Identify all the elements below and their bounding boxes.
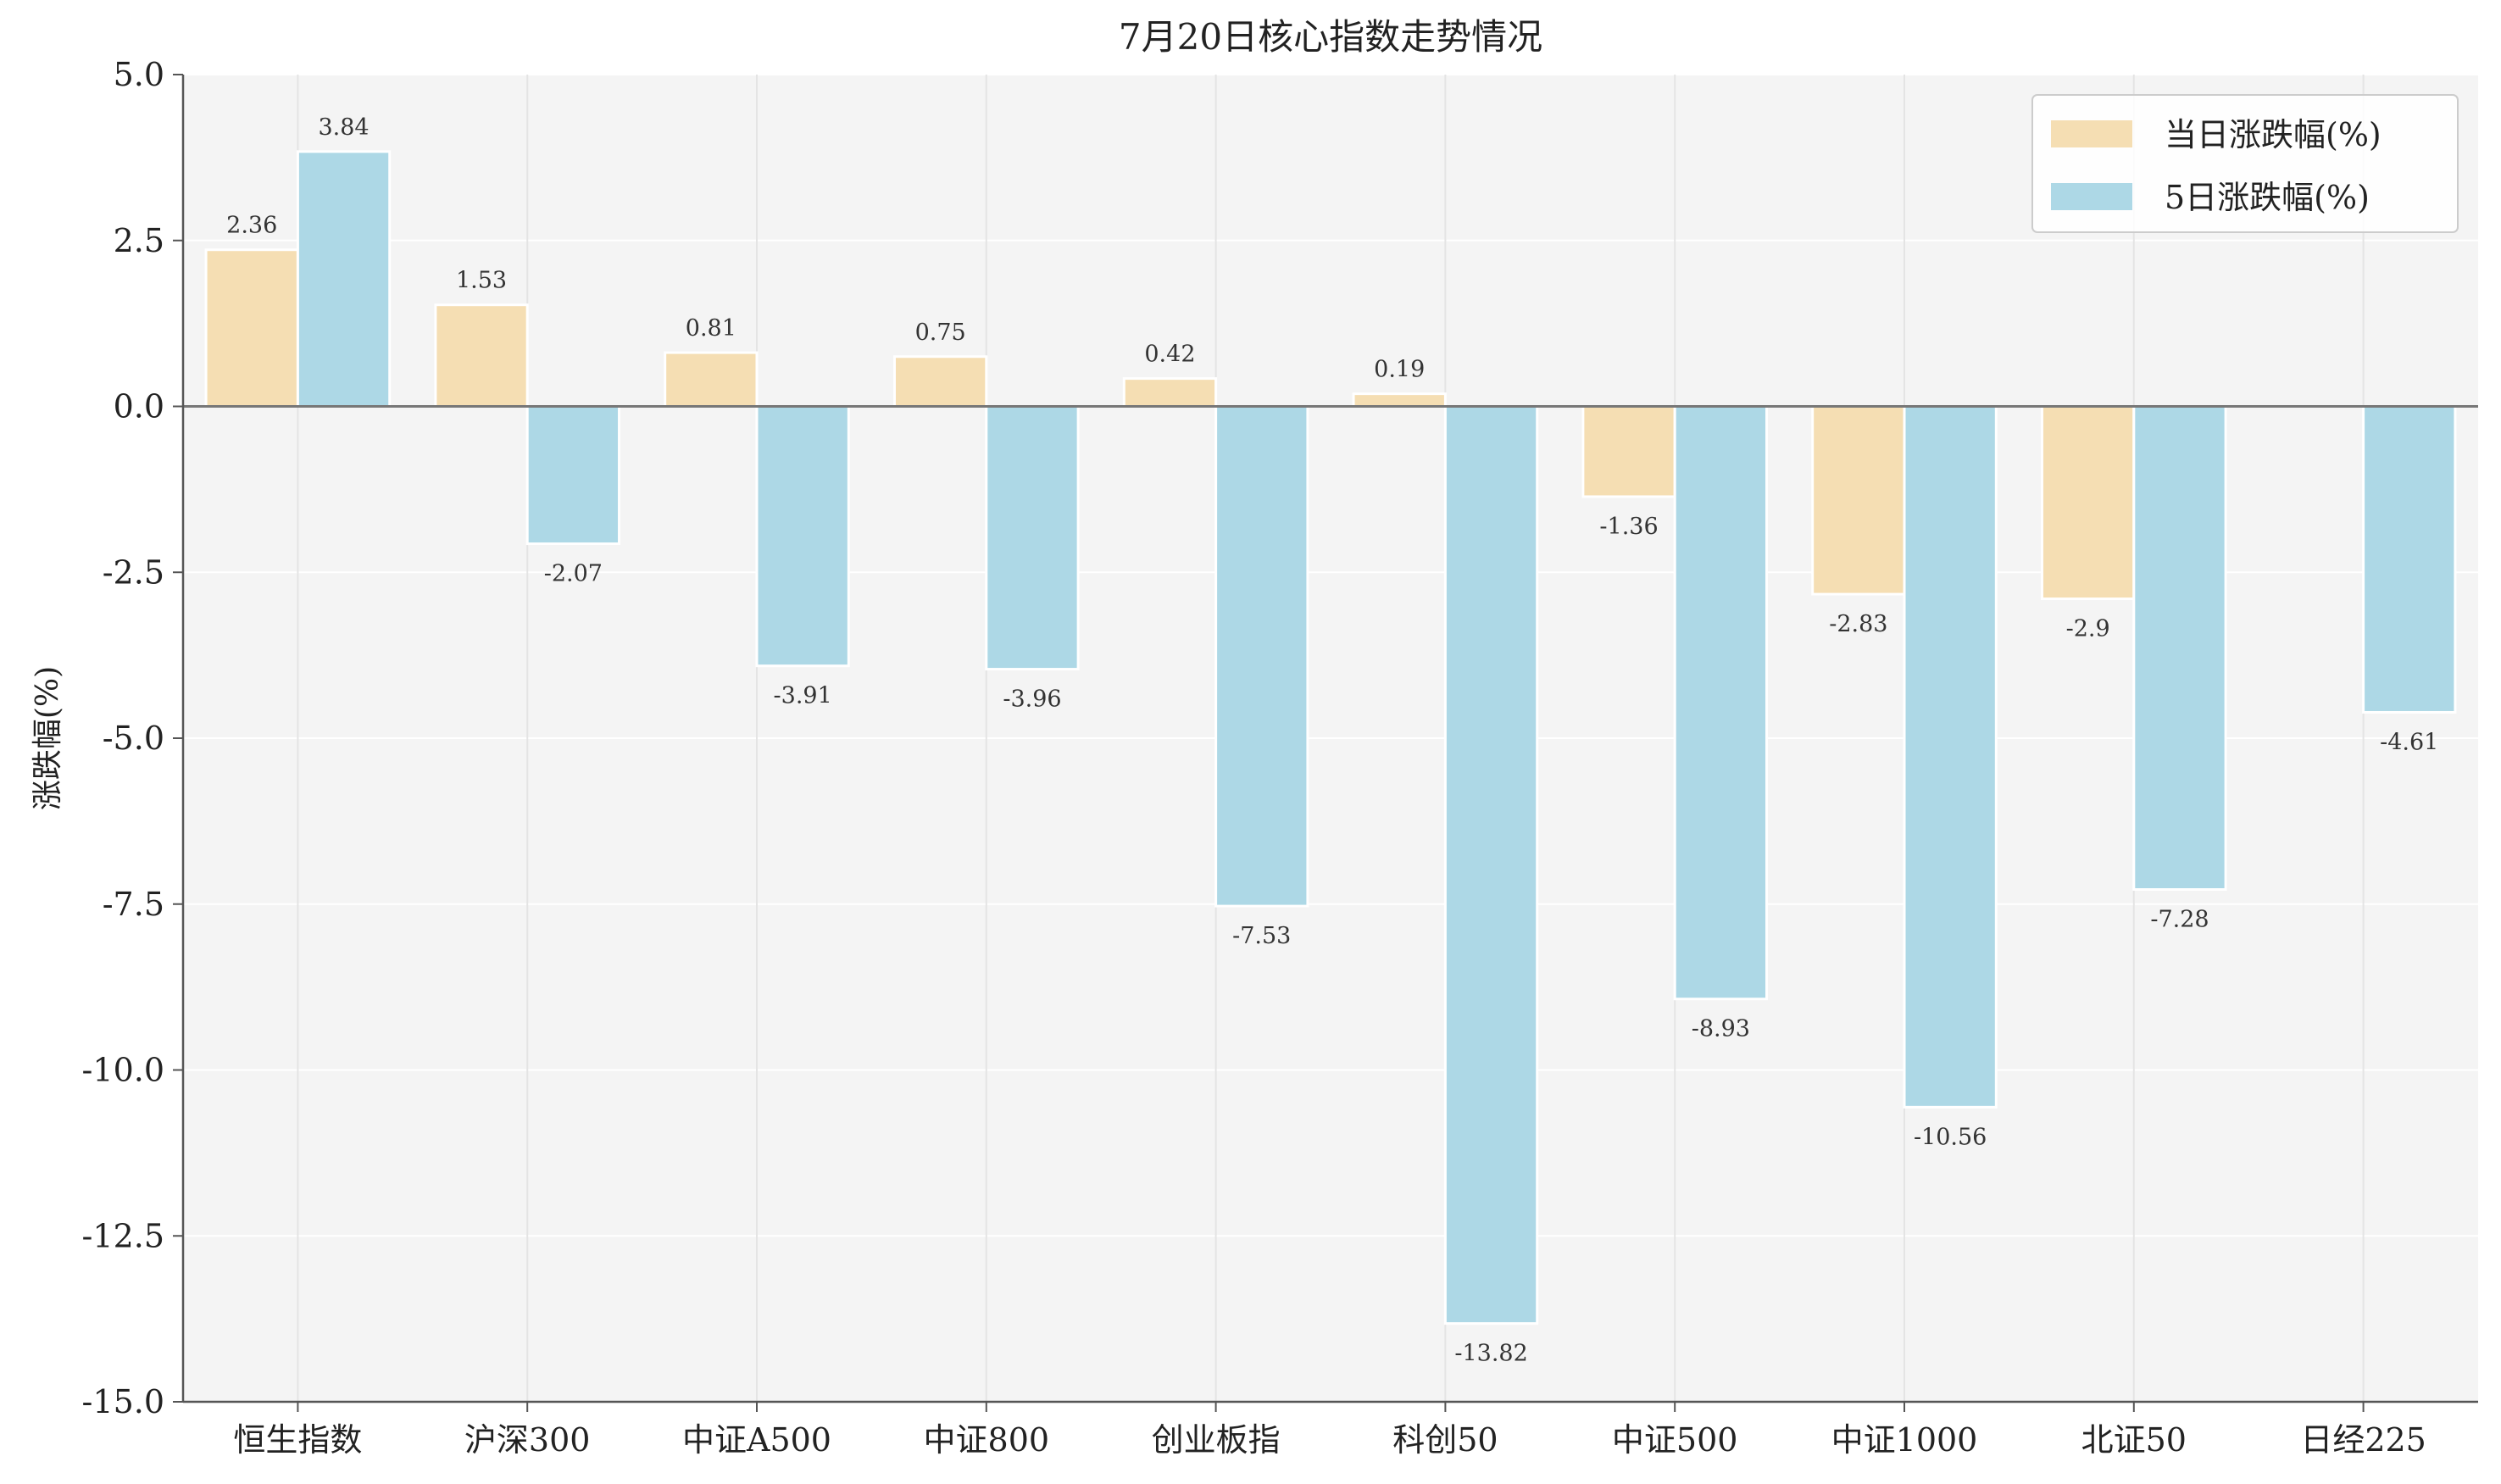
data-label: -3.91	[774, 683, 832, 709]
data-label: -10.56	[1914, 1124, 1987, 1150]
y-tick-label: -7.5	[103, 886, 164, 923]
data-label: 1.53	[456, 268, 507, 294]
data-label: 3.84	[318, 114, 369, 141]
bar-daily	[204, 248, 299, 408]
bar-daily	[1811, 405, 1906, 596]
data-label: -8.93	[1692, 1016, 1750, 1042]
data-label: -7.28	[2150, 907, 2209, 933]
x-tick-label: 中证500	[1612, 1421, 1738, 1459]
data-label: 2.36	[226, 213, 277, 239]
bar-five-day	[1214, 405, 1309, 908]
bar-five-day	[2132, 405, 2227, 892]
data-label: -2.83	[1829, 611, 1887, 637]
bar-daily	[1581, 405, 1676, 498]
data-label: 0.75	[915, 320, 966, 346]
y-tick-label: 2.5	[114, 222, 164, 259]
data-label: 0.81	[686, 315, 736, 342]
data-label: -7.53	[1232, 923, 1291, 949]
data-label: 0.19	[1374, 357, 1425, 383]
tick-labels: 5.0 2.5 0.0 -2.5 -5.0 -7.5 -10.0 -12.5 -15.0 恒生指数…	[82, 56, 2426, 1459]
legend-swatch	[2051, 120, 2132, 147]
y-tick-label: -2.5	[103, 553, 164, 591]
x-tick-label: 创业板指	[1152, 1421, 1281, 1459]
legend-label: 当日涨跌幅(%)	[2165, 116, 2382, 153]
bar-daily	[664, 351, 759, 408]
x-tick-label: 中证A500	[682, 1421, 831, 1459]
bar-five-day	[2362, 405, 2457, 714]
y-tick-label: -15.0	[82, 1383, 164, 1420]
data-label: 0.42	[1144, 342, 1195, 368]
data-label: -2.07	[544, 561, 603, 587]
data-label: -13.82	[1454, 1341, 1527, 1367]
legend-swatch	[2051, 183, 2132, 210]
y-tick-label: -12.5	[82, 1217, 164, 1254]
x-tick-label: 恒生指数	[233, 1421, 362, 1459]
bar-five-day	[755, 405, 850, 668]
bar-daily	[1352, 392, 1447, 408]
legend-box	[2031, 94, 2459, 233]
y-tick-label: -10.0	[82, 1052, 164, 1089]
bar-five-day	[1443, 405, 1539, 1326]
x-tick-label: 日经225	[2300, 1421, 2426, 1459]
y-tick-label: 5.0	[114, 56, 164, 93]
data-label: -2.9	[2066, 616, 2110, 642]
x-tick-label: 沪深300	[464, 1421, 591, 1459]
legend-label: 5日涨跌幅(%)	[2165, 179, 2370, 216]
bar-daily	[2040, 405, 2136, 601]
bar-daily	[1122, 377, 1218, 409]
x-tick-label: 中证1000	[1831, 1421, 1978, 1459]
data-label: -1.36	[1599, 514, 1658, 540]
bar-five-day	[985, 405, 1080, 671]
data-labels: 2.36 1.53 0.81 0.75 0.42 0.19 -1.36 -2.83 -2.9 3.…	[226, 114, 2438, 1367]
bar-five-day	[1903, 405, 1998, 1109]
chart-title: 7月20日核心指数走势情况	[1119, 16, 1542, 58]
bars	[204, 150, 2457, 1326]
data-label: -4.61	[2380, 729, 2438, 755]
data-label: -3.96	[1003, 686, 1061, 713]
legend: 当日涨跌幅(%) 5日涨跌幅(%)	[2031, 94, 2459, 233]
x-tick-label: 科创50	[1392, 1421, 1498, 1459]
bar-five-day	[1673, 405, 1769, 1001]
y-tick-label: -5.0	[103, 720, 164, 757]
bar-five-day	[296, 150, 392, 408]
y-tick-label: 0.0	[114, 388, 164, 425]
bar-five-day	[525, 405, 621, 546]
y-axis-label: 涨跌幅(%)	[31, 666, 65, 810]
bar-daily	[434, 303, 529, 408]
x-tick-label: 北证50	[2081, 1421, 2187, 1459]
x-tick-label: 中证800	[924, 1421, 1050, 1459]
bar-daily	[892, 355, 988, 408]
